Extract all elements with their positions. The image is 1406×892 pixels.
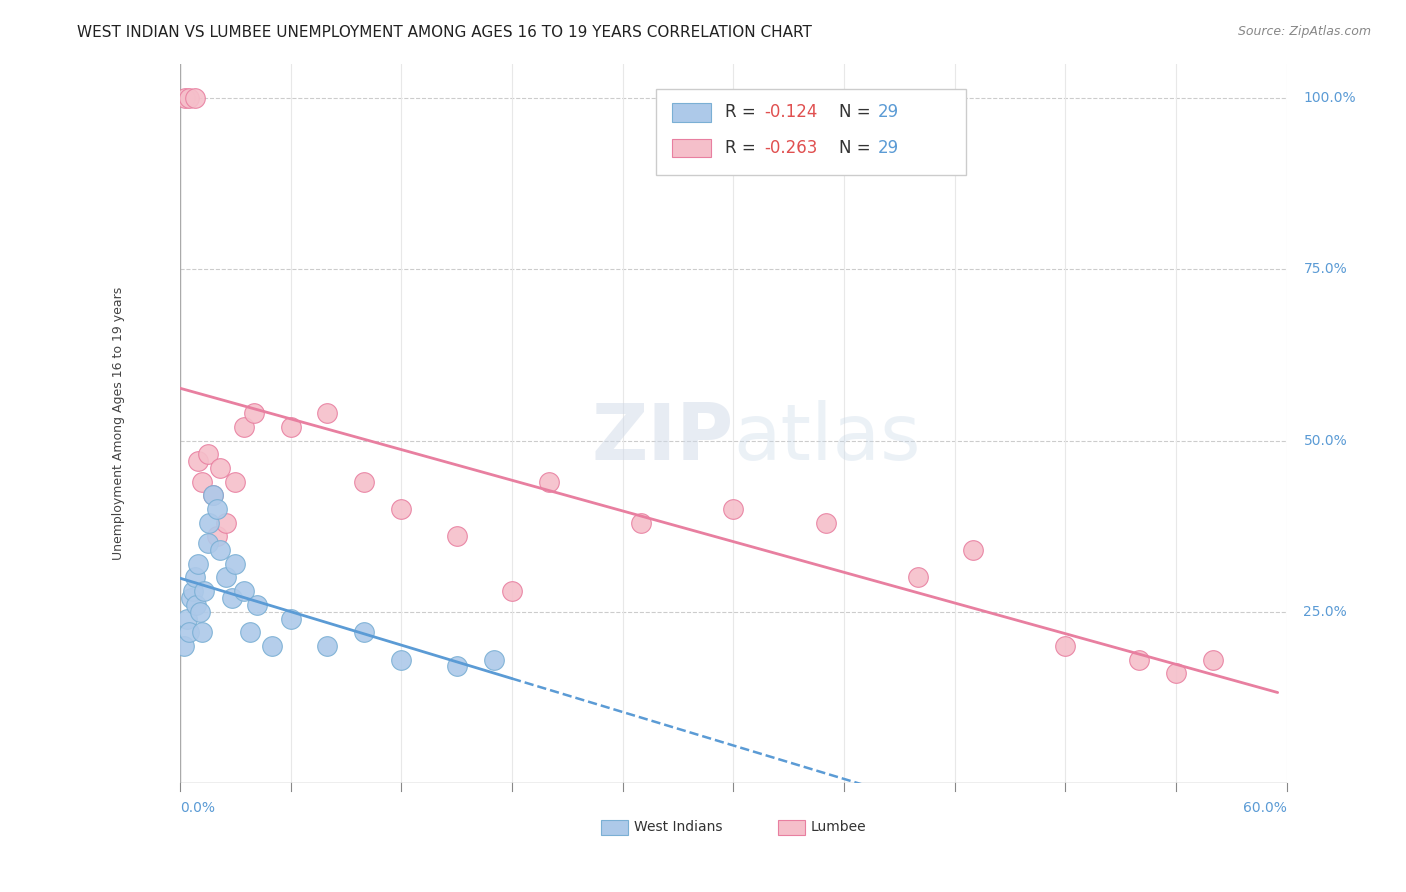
Point	[188, 605, 211, 619]
Point	[1166, 666, 1188, 681]
Point	[630, 516, 652, 530]
Text: 60.0%: 60.0%	[1243, 801, 1286, 814]
Point	[215, 516, 238, 530]
Point	[177, 91, 200, 105]
Point	[353, 475, 375, 489]
Point	[482, 652, 505, 666]
Point	[180, 591, 202, 605]
Point	[191, 625, 214, 640]
Point	[353, 625, 375, 640]
Point	[316, 406, 339, 420]
Text: -0.124: -0.124	[765, 103, 818, 121]
Point	[224, 475, 246, 489]
FancyBboxPatch shape	[600, 820, 628, 835]
Point	[446, 529, 468, 543]
Point	[221, 591, 243, 605]
Point	[183, 91, 205, 105]
Text: WEST INDIAN VS LUMBEE UNEMPLOYMENT AMONG AGES 16 TO 19 YEARS CORRELATION CHART: WEST INDIAN VS LUMBEE UNEMPLOYMENT AMONG…	[77, 25, 813, 40]
Point	[239, 625, 262, 640]
Point	[209, 543, 232, 558]
Point	[215, 570, 238, 584]
Point	[537, 475, 560, 489]
Text: 0.0%: 0.0%	[180, 801, 215, 814]
Point	[186, 598, 208, 612]
Point	[173, 639, 195, 653]
FancyBboxPatch shape	[655, 89, 966, 176]
Text: 50.0%: 50.0%	[1303, 434, 1347, 448]
FancyBboxPatch shape	[672, 103, 711, 121]
Point	[962, 543, 984, 558]
Point	[389, 652, 412, 666]
Point	[280, 611, 302, 625]
Text: N =: N =	[838, 103, 876, 121]
Point	[242, 406, 264, 420]
Point	[389, 502, 412, 516]
Point	[233, 584, 256, 599]
Text: atlas: atlas	[734, 400, 921, 475]
Text: -0.263: -0.263	[765, 139, 818, 157]
Point	[205, 529, 228, 543]
Point	[202, 488, 225, 502]
Point	[233, 420, 256, 434]
Point	[907, 570, 929, 584]
Point	[174, 91, 197, 105]
Point	[176, 611, 198, 625]
Text: 75.0%: 75.0%	[1303, 262, 1347, 277]
Point	[197, 447, 219, 461]
Text: 25.0%: 25.0%	[1303, 605, 1347, 619]
Point	[205, 502, 228, 516]
FancyBboxPatch shape	[672, 139, 711, 158]
Point	[198, 516, 221, 530]
Text: Unemployment Among Ages 16 to 19 years: Unemployment Among Ages 16 to 19 years	[112, 287, 125, 560]
Point	[262, 639, 284, 653]
Point	[181, 584, 204, 599]
Point	[193, 584, 215, 599]
Point	[1202, 652, 1225, 666]
Point	[177, 625, 200, 640]
Text: R =: R =	[724, 139, 761, 157]
Text: ZIP: ZIP	[591, 400, 734, 475]
Point	[1054, 639, 1077, 653]
Text: N =: N =	[838, 139, 876, 157]
Text: R =: R =	[724, 103, 761, 121]
Text: Source: ZipAtlas.com: Source: ZipAtlas.com	[1237, 25, 1371, 38]
Point	[187, 557, 209, 571]
FancyBboxPatch shape	[778, 820, 806, 835]
Point	[191, 475, 214, 489]
Point	[197, 536, 219, 550]
Point	[280, 420, 302, 434]
Point	[316, 639, 339, 653]
Point	[224, 557, 246, 571]
Point	[183, 570, 205, 584]
Point	[501, 584, 523, 599]
Point	[187, 454, 209, 468]
Point	[1128, 652, 1150, 666]
Point	[246, 598, 269, 612]
Text: 29: 29	[877, 103, 898, 121]
Text: 29: 29	[877, 139, 898, 157]
Text: Lumbee: Lumbee	[811, 821, 866, 834]
Point	[209, 461, 232, 475]
Point	[814, 516, 837, 530]
Point	[446, 659, 468, 673]
Text: West Indians: West Indians	[634, 821, 723, 834]
Point	[202, 488, 225, 502]
Point	[723, 502, 745, 516]
Text: 100.0%: 100.0%	[1303, 91, 1357, 105]
